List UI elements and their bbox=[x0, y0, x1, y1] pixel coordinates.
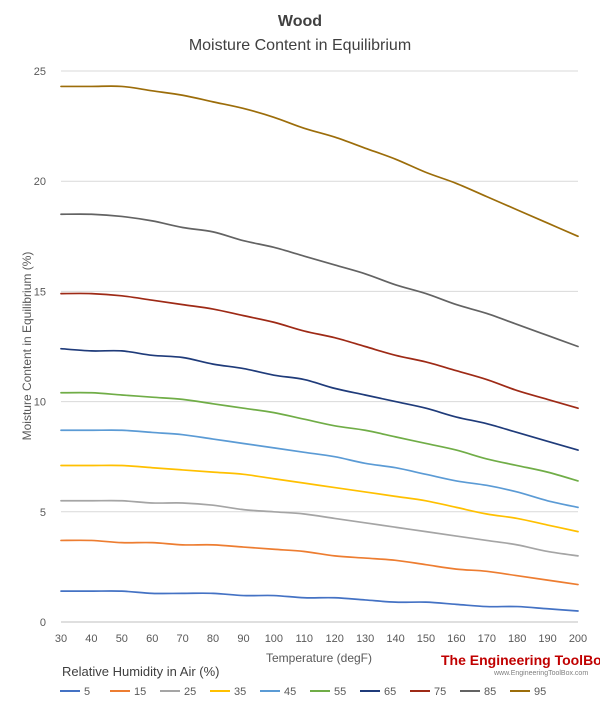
x-tick-label-90: 90 bbox=[237, 633, 249, 645]
x-tick-label-130: 130 bbox=[356, 633, 374, 645]
chart-title: Wood bbox=[278, 13, 322, 30]
series-line-rh-35 bbox=[60, 464, 579, 533]
x-tick-label-180: 180 bbox=[508, 633, 526, 645]
series-line-rh-5 bbox=[60, 590, 579, 612]
x-tick-label-100: 100 bbox=[265, 633, 283, 645]
x-tick-label-40: 40 bbox=[85, 633, 97, 645]
legend-label-rh-65: 65 bbox=[384, 686, 396, 698]
legend-label-rh-35: 35 bbox=[234, 686, 246, 698]
x-axis-label: Temperature (degF) bbox=[266, 651, 372, 665]
series-lines bbox=[60, 85, 579, 612]
series-line-rh-55 bbox=[60, 391, 579, 482]
y-tick-label-15: 15 bbox=[34, 286, 46, 298]
legend: 5 15 25 35 45 55 65 75 85 95 bbox=[60, 686, 546, 698]
engineering-toolbox-logo: The Engineering ToolBox www.EngineeringT… bbox=[441, 652, 600, 677]
x-tick-label-60: 60 bbox=[146, 633, 158, 645]
legend-label-rh-5: 5 bbox=[84, 686, 90, 698]
series-line-rh-45 bbox=[60, 429, 579, 509]
legend-title: Relative Humidity in Air (%) bbox=[62, 664, 220, 679]
legend-label-rh-95: 95 bbox=[534, 686, 546, 698]
y-tick-label-20: 20 bbox=[34, 176, 46, 188]
series-line-rh-75 bbox=[60, 292, 579, 410]
x-tick-label-70: 70 bbox=[177, 633, 189, 645]
brand-name: The Engineering ToolBox bbox=[441, 652, 600, 668]
y-tick-label-0: 0 bbox=[40, 617, 46, 629]
chart-subtitle: Moisture Content in Equilibrium bbox=[189, 37, 411, 54]
legend-label-rh-45: 45 bbox=[284, 686, 296, 698]
legend-label-rh-55: 55 bbox=[334, 686, 346, 698]
x-tick-label-50: 50 bbox=[116, 633, 128, 645]
gridlines bbox=[61, 70, 578, 623]
x-tick-label-150: 150 bbox=[417, 633, 435, 645]
x-tick-label-160: 160 bbox=[447, 633, 465, 645]
x-tick-label-190: 190 bbox=[538, 633, 556, 645]
x-tick-label-110: 110 bbox=[296, 633, 314, 645]
x-tick-label-200: 200 bbox=[569, 633, 587, 645]
brand-url: www.EngineeringToolBox.com bbox=[493, 670, 588, 677]
x-tick-label-170: 170 bbox=[478, 633, 496, 645]
y-tick-label-5: 5 bbox=[40, 507, 46, 519]
x-tick-label-80: 80 bbox=[207, 633, 219, 645]
series-line-rh-85 bbox=[60, 213, 579, 348]
y-axis-label: Moisture Content in Equilibrium (%) bbox=[20, 252, 34, 441]
y-axis: 0 5 10 15 20 25 bbox=[34, 66, 46, 629]
series-line-rh-95 bbox=[60, 85, 579, 238]
y-tick-label-25: 25 bbox=[34, 66, 46, 78]
x-tick-label-140: 140 bbox=[386, 633, 404, 645]
x-tick-label-30: 30 bbox=[55, 633, 67, 645]
legend-label-rh-85: 85 bbox=[484, 686, 496, 698]
y-tick-label-10: 10 bbox=[34, 397, 46, 409]
series-line-rh-65 bbox=[60, 347, 579, 451]
series-line-rh-15 bbox=[60, 539, 579, 586]
series-line-rh-25 bbox=[60, 499, 579, 557]
legend-label-rh-75: 75 bbox=[434, 686, 446, 698]
legend-label-rh-15: 15 bbox=[134, 686, 146, 698]
x-axis: 30 40 50 60 70 80 90 100 110 120 130 140 150 160 170 18… bbox=[55, 633, 587, 645]
x-tick-label-120: 120 bbox=[326, 633, 344, 645]
legend-label-rh-25: 25 bbox=[184, 686, 196, 698]
